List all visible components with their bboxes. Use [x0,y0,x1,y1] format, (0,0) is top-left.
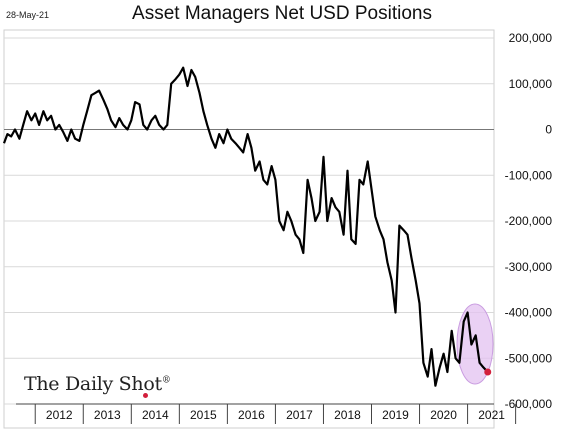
grid-lines [4,37,494,405]
y-tick-label: 200,000 [509,31,553,45]
highlight-ellipse [456,303,494,385]
x-tick-label: 2017 [286,408,313,422]
x-tick-label: 2013 [94,408,121,422]
x-tick-label: 2020 [430,408,457,422]
brand-mark: ® [161,375,171,386]
y-tick-label: -600,000 [505,397,553,411]
y-tick-label: -500,000 [505,351,553,365]
y-tick-label: -300,000 [505,260,553,274]
x-tick-label: 2014 [142,408,169,422]
y-tick-label: 0 [545,123,552,137]
plot-frame [3,29,495,429]
x-tick-label: 2019 [382,408,409,422]
brand-logo: The Daily Shot® [24,373,171,395]
x-tick-label: 2012 [46,408,73,422]
series-line [2,66,489,387]
x-tick-label: 2018 [334,408,361,422]
y-tick-label: -400,000 [505,306,553,320]
latest-point-marker [484,368,492,376]
date-stamp: 28-May-21 [6,10,50,20]
highlight-ellipse-group [456,303,494,385]
y-axis-ticks: 200,000 100,000 0 -100,000 -200,000 -300,000 -… [505,31,553,411]
y-tick-label: -200,000 [505,214,553,228]
brand-name: The Daily Shot [24,373,162,395]
chart-title: Asset Managers Net USD Positions [132,3,432,24]
y-tick-label: -100,000 [505,168,553,182]
brand-dot-icon [143,393,148,398]
x-tick-label: 2021 [478,408,505,422]
x-axis-ticks: 2012 2013 2014 2015 2016 2017 2018 2019 2020 2021 [16,403,517,424]
series-group [2,66,492,387]
y-tick-label: 100,000 [509,77,553,91]
x-tick-label: 2016 [238,408,265,422]
x-tick-label: 2015 [190,408,217,422]
